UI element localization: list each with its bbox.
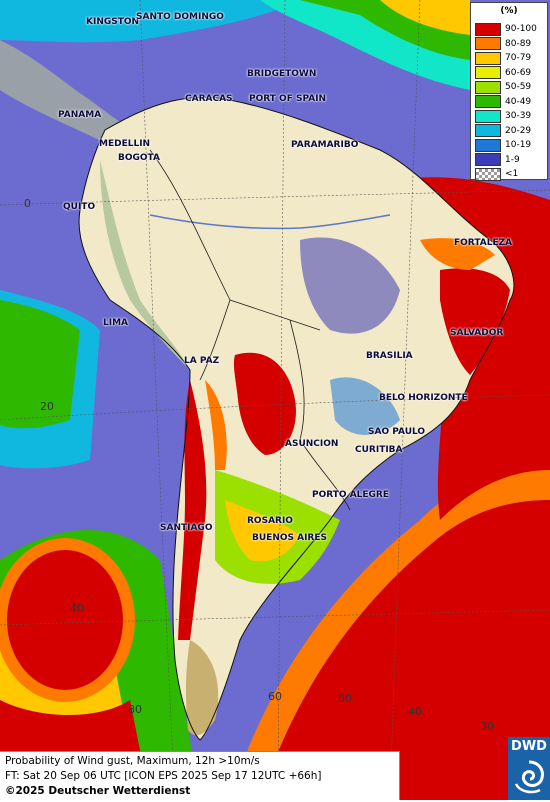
legend-swatch: [475, 51, 501, 65]
legend-swatch: [475, 95, 501, 108]
andes-orange-strip: [205, 380, 227, 470]
andes-north: [100, 160, 200, 380]
city-label: BOGOTA: [118, 153, 160, 163]
swirl-icon: [514, 760, 544, 794]
legend-swatch: [475, 153, 501, 166]
legend-item: 60-69: [475, 66, 531, 80]
legend-label: 90-100: [505, 24, 537, 34]
grid-label: 30: [480, 720, 494, 733]
city-label: QUITO: [63, 202, 96, 212]
legend-item: 70-79: [475, 51, 531, 65]
city-label: FORTALEZA: [454, 238, 513, 248]
coastline: [78, 96, 515, 741]
caribbean-cyan: [0, 0, 300, 43]
legend-item: <1: [475, 167, 518, 181]
legend-item: 80-89: [475, 37, 531, 51]
legend-item: 10-19: [475, 138, 531, 152]
legend-swatch: [475, 80, 501, 94]
amazon-river: [149, 214, 391, 230]
city-label: BELO HORIZONTE: [379, 393, 468, 403]
map-caption: Probability of Wind gust, Maximum, 12h >…: [0, 751, 400, 800]
legend-swatch: [475, 138, 501, 152]
city-label: CURITIBA: [355, 445, 403, 455]
city-label: LIMA: [103, 318, 129, 328]
forecast-time: FT: Sat 20 Sep 06 UTC [ICON EPS 2025 Sep…: [5, 770, 322, 782]
city-label: KINGSTON: [86, 17, 140, 27]
legend-item: 1-9: [475, 153, 520, 167]
legend-swatch: [475, 167, 501, 181]
grid-label: 40: [408, 705, 422, 718]
legend-label: 1-9: [505, 154, 520, 165]
legend-title: (%): [500, 6, 518, 16]
city-label: ASUNCION: [285, 439, 339, 449]
pampas-yellow: [225, 500, 300, 562]
legend-label: 40-49: [505, 96, 532, 107]
city-label: CARACAS: [185, 94, 233, 104]
brazil-ne-orange: [420, 238, 495, 270]
city-label: SALVADOR: [450, 328, 504, 338]
grid-label: 0: [24, 197, 31, 210]
city-label: MEDELLIN: [99, 139, 151, 149]
legend-label: 60-69: [505, 67, 532, 78]
product-description: Probability of Wind gust, Maximum, 12h >…: [5, 755, 260, 767]
legend-item: 90-100: [475, 22, 537, 36]
legend-item: 30-39: [475, 109, 531, 123]
legend-swatch: [475, 22, 501, 36]
city-label: BRIDGETOWN: [247, 69, 317, 79]
city-label: PANAMA: [58, 110, 102, 120]
city-label: PARAMARIBO: [291, 140, 359, 150]
north-atlantic-yellow: [340, 0, 470, 35]
city-label: PORTO ALEGRE: [312, 490, 390, 500]
copyright: ©2025 Deutscher Wetterdienst: [5, 785, 191, 797]
city-label: BRASILIA: [366, 351, 413, 361]
longitude-lines: [139, 0, 421, 800]
legend-label: 20-29: [505, 125, 532, 136]
patagonia-land: [185, 640, 219, 736]
city-label: PORT OF SPAIN: [249, 94, 327, 104]
legend-label: 70-79: [505, 53, 532, 63]
se-brazil-blue: [330, 377, 400, 435]
legend-item: 40-49: [475, 95, 531, 109]
grid-label: 60: [268, 690, 282, 703]
legend-label: 50-59: [505, 82, 532, 92]
grid-label: 20: [40, 400, 54, 413]
central-america-land: [0, 40, 150, 150]
sw-cyclone-core: [7, 550, 123, 690]
legend-swatch: [475, 124, 501, 137]
legend-swatch: [475, 109, 501, 123]
legend: (%) 90-100 80-89 70-79 60-69 50-59 40-49 30-39…: [470, 2, 548, 181]
legend-label: 80-89: [505, 38, 532, 49]
city-label: LA PAZ: [184, 356, 220, 366]
legend-swatch: [475, 66, 501, 79]
brazil-east-red: [440, 268, 510, 375]
legend-label: 10-19: [505, 140, 532, 150]
city-label: SAO PAULO: [368, 427, 426, 437]
city-label: ROSARIO: [247, 516, 293, 526]
city-label: BUENOS AIRES: [252, 533, 327, 543]
dwd-logo: DWD: [508, 737, 550, 800]
city-label: SANTO DOMINGO: [136, 12, 224, 22]
legend-item: 50-59: [475, 80, 531, 94]
legend-label: 30-39: [505, 111, 532, 121]
legend-item: 20-29: [475, 124, 531, 138]
grid-label: 80: [128, 703, 142, 716]
grid-label: 40: [70, 602, 84, 615]
atlantic-red: [260, 500, 550, 800]
legend-swatch: [475, 37, 501, 50]
interior-blue-patch: [300, 237, 400, 334]
grid-label: 60: [338, 692, 352, 705]
logo-text: DWD: [511, 739, 547, 754]
pacific-green: [0, 300, 80, 429]
latitude-lines: [0, 189, 550, 626]
city-label: SANTIAGO: [160, 523, 213, 533]
legend-label: <1: [505, 169, 519, 179]
country-borders: [149, 149, 351, 511]
